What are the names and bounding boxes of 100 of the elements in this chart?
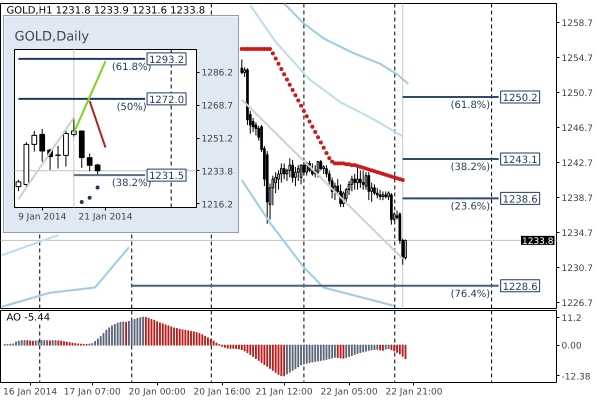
point [268, 46, 272, 51]
annotation: (76.4%) [450, 288, 490, 300]
line-series [249, 4, 404, 138]
point [392, 175, 396, 180]
point [276, 62, 280, 66]
point [380, 172, 385, 176]
candlestick [39, 128, 46, 162]
ref-line-label: 1233.8 [202, 167, 234, 178]
point [270, 51, 275, 56]
y-tick-label: 1268.7 [202, 102, 233, 112]
y-tick-label: 1234.7 [562, 228, 593, 239]
data-label: 1238.6 [502, 194, 538, 206]
point [364, 166, 368, 171]
candlestick [31, 130, 38, 152]
point [296, 98, 300, 103]
candlestick [378, 189, 382, 201]
annotation: (61.8%) [450, 100, 490, 112]
data-label: 1293.2 [149, 54, 184, 66]
point [400, 178, 405, 182]
x-tick-label: 20 Jan 16:00 [194, 388, 251, 398]
point [293, 93, 298, 98]
candlestick [353, 173, 356, 190]
candlestick [300, 164, 302, 185]
point [310, 124, 314, 129]
candlestick [240, 58, 244, 75]
x-tick-label: 21 Jan 2014 [78, 212, 133, 222]
point [322, 146, 326, 150]
candlestick [367, 172, 370, 201]
x-tick-label: 22 Jan 05:00 [320, 388, 378, 398]
candlestick [294, 166, 297, 187]
candlestick [291, 159, 294, 184]
y-tick-label: 1251.2 [202, 134, 233, 145]
annotation: (23.6%) [450, 201, 490, 212]
annotation: (50%) [116, 102, 147, 113]
point [290, 88, 295, 92]
annotation: (61.8%) [112, 62, 152, 73]
y-tick-label: 1286.2 [202, 68, 233, 79]
y-tick-label: 1242.7 [562, 159, 593, 170]
x-tick-label: 9 Jan 2014 [18, 212, 67, 222]
point [299, 104, 304, 108]
candlestick [319, 159, 322, 171]
point [356, 164, 360, 168]
candlestick [55, 145, 61, 170]
line-series [240, 179, 396, 307]
point [318, 140, 323, 144]
point [370, 168, 374, 172]
y-tick-label: 1238.7 [562, 194, 593, 204]
point [288, 82, 292, 87]
candlestick [356, 164, 359, 190]
point [386, 174, 391, 178]
point [308, 119, 312, 124]
ref-line-label: 1233.8 [522, 236, 554, 247]
y-tick-label: 0.00 [562, 342, 582, 352]
candlestick [302, 160, 306, 176]
point [282, 72, 286, 76]
point [330, 160, 334, 164]
y-tick-label: 1258.7 [562, 19, 593, 30]
annotation: (38.2%) [112, 178, 152, 190]
point [332, 161, 337, 166]
point [358, 164, 362, 169]
point [347, 162, 352, 166]
data-label: 1231.5 [149, 171, 184, 182]
point [313, 130, 318, 134]
y-tick-label: 1254.7 [562, 54, 593, 64]
candlestick [350, 175, 354, 192]
data-label: 1250.2 [502, 93, 538, 104]
data-label: 1243.1 [502, 155, 538, 166]
candlestick [282, 162, 286, 180]
point [378, 171, 382, 176]
chart-title: GOLD,Daily [14, 30, 90, 44]
y-tick-label: 1230.7 [562, 264, 593, 274]
y-tick-label: 1216.2 [202, 200, 233, 210]
candlestick [316, 160, 320, 178]
y-tick-label: 1246.7 [562, 124, 593, 134]
line-series [283, 4, 410, 85]
y-tick-label: 1226.7 [562, 298, 593, 309]
y-tick-label: -12.38 [562, 372, 591, 382]
point [341, 161, 346, 166]
point [284, 78, 289, 82]
candlestick [362, 170, 365, 190]
point [274, 56, 278, 61]
candlestick [63, 128, 69, 168]
point [96, 186, 100, 190]
point [265, 46, 270, 51]
point [324, 150, 328, 155]
point [304, 114, 309, 118]
x-tick-label: 16 Jan 2014 [3, 388, 58, 398]
point [302, 108, 306, 113]
x-tick-label: 22 Jan 21:00 [385, 388, 443, 398]
x-tick-label: 17 Jan 07:00 [64, 388, 121, 398]
candlestick [359, 170, 362, 188]
point [316, 135, 320, 140]
x-tick-label: 20 Jan 00:00 [128, 388, 186, 398]
point [80, 200, 84, 204]
candlestick [376, 187, 379, 199]
candlestick [94, 163, 100, 176]
point [279, 67, 284, 72]
y-tick-label: 11.2 [562, 314, 582, 324]
point [398, 177, 402, 182]
candlestick [364, 172, 368, 190]
